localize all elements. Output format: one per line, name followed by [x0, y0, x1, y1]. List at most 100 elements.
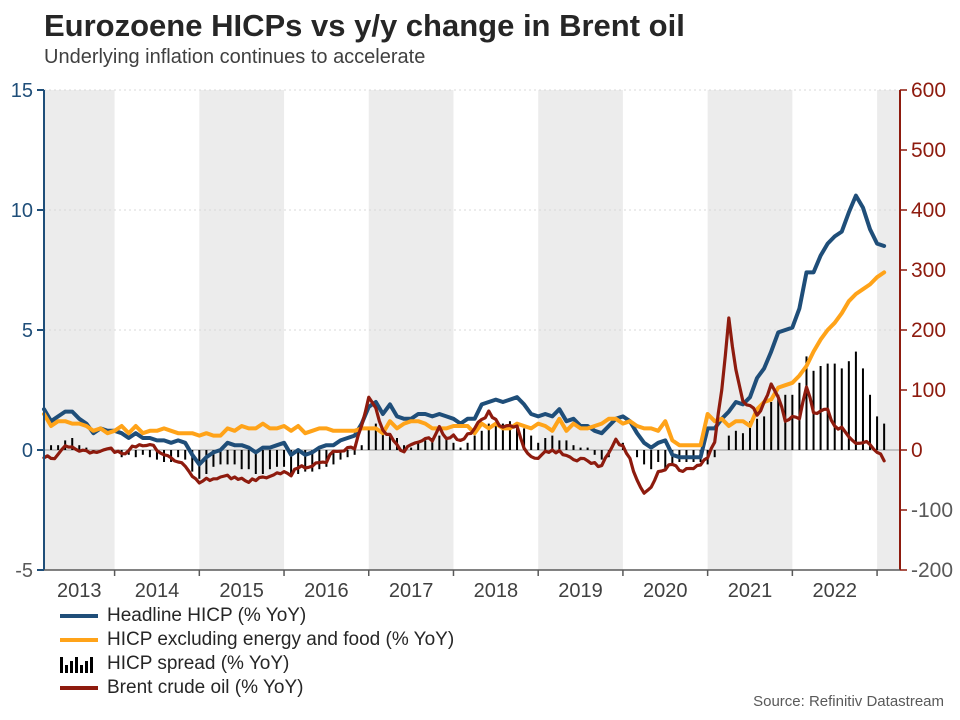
spread-bar: [339, 450, 342, 460]
spread-bar: [410, 447, 413, 450]
legend: Headline HICP (% YoY) HICP excluding ener…: [60, 604, 454, 700]
spread-bar: [770, 402, 773, 450]
spread-bar: [480, 430, 483, 450]
spread-bar: [219, 450, 222, 465]
spread-bar: [297, 450, 300, 474]
right-axis-label-0: 0: [911, 439, 923, 462]
x-axis-label-2013: 2013: [57, 580, 102, 602]
x-axis-label-2015: 2015: [219, 580, 264, 602]
spread-bar: [657, 450, 660, 462]
spread-bar: [261, 450, 264, 474]
core-hicp-line: [42, 270, 887, 448]
spread-bar: [177, 450, 180, 458]
spread-bar: [494, 426, 497, 450]
spread-bar: [586, 447, 589, 450]
spread-bar: [713, 450, 716, 458]
spread-bar: [579, 447, 582, 450]
spread-bar: [854, 351, 857, 450]
spread-bar: [819, 366, 822, 450]
spread-bar: [749, 421, 751, 450]
spread-bar: [325, 450, 328, 467]
x-axis-label-2018: 2018: [474, 580, 519, 602]
right-axis-label-400: 400: [911, 199, 946, 222]
spread-bar: [727, 435, 730, 450]
right-axis-label-200: 200: [911, 319, 946, 342]
spread-bar: [445, 438, 448, 450]
spread-bar: [833, 363, 836, 450]
spread-bar: [664, 450, 667, 470]
spread-bar: [381, 430, 384, 450]
left-axis-label-0: 0: [22, 440, 33, 462]
spread-bar: [530, 435, 533, 450]
spread-bar: [148, 450, 151, 458]
legend-label: HICP excluding energy and food (% YoY): [107, 629, 455, 650]
spread-bar: [643, 450, 646, 465]
line-swatch-icon: [60, 686, 100, 690]
spread-bar: [403, 445, 406, 450]
spread-bar: [71, 438, 74, 450]
spread-bar: [593, 450, 596, 455]
spread-bar: [283, 450, 286, 467]
spread-bar: [268, 450, 271, 470]
spread-bar: [565, 440, 568, 450]
source-text: Source: Refinitiv Datastream: [753, 693, 944, 710]
brent-oil-line: [42, 316, 886, 495]
spread-bar: [134, 450, 137, 458]
legend-item-1: HICP excluding energy and food (% YoY): [60, 628, 454, 652]
spread-bar: [487, 423, 490, 450]
right-axis-label--200: -200: [911, 559, 953, 582]
spread-bar: [85, 447, 88, 450]
legend-item-2: HICP spread (% YoY): [60, 652, 454, 676]
spread-bar: [233, 450, 236, 465]
spread-bar: [572, 445, 575, 450]
spread-bar: [226, 450, 229, 465]
legend-item-3: Brent crude oil (% YoY): [60, 676, 454, 700]
spread-bar: [304, 450, 307, 472]
spread-bar: [847, 361, 850, 450]
chart-title: Eurozoene HICPs vs y/y change in Brent o…: [44, 8, 685, 43]
legend-item-0: Headline HICP (% YoY): [60, 604, 454, 628]
spread-bar: [805, 356, 808, 450]
spread-bar: [290, 450, 293, 474]
spread-bar: [438, 435, 441, 450]
spread-bar: [741, 433, 744, 450]
spread-bar: [212, 450, 215, 467]
spread-bar: [78, 445, 81, 450]
spread-bar: [360, 445, 363, 450]
chart-subtitle: Underlying inflation continues to accele…: [44, 46, 426, 68]
spread-bar: [424, 440, 427, 450]
left-axis-label-5: 5: [22, 320, 33, 342]
spread-bar: [184, 450, 187, 460]
spread-bar: [57, 445, 60, 450]
x-axis-label-2014: 2014: [135, 580, 180, 602]
spread-bar: [763, 416, 766, 450]
spread-bars-icon: [60, 656, 100, 673]
x-axis-label-2016: 2016: [304, 580, 349, 602]
spread-bar: [417, 442, 420, 450]
spread-bar: [671, 450, 674, 465]
right-axis-label-600: 600: [911, 79, 946, 102]
spread-bar: [558, 440, 561, 450]
spread-bar: [431, 438, 434, 450]
spread-bar: [650, 450, 653, 470]
spread-bar: [141, 450, 144, 455]
spread-bar: [523, 428, 526, 450]
right-axis-label--100: -100: [911, 499, 953, 522]
x-axis-label-2017: 2017: [389, 580, 434, 602]
spread-bar: [600, 450, 603, 460]
spread-bar: [636, 450, 639, 458]
legend-label: Headline HICP (% YoY): [107, 605, 307, 626]
spread-bar: [50, 445, 53, 450]
spread-bar: [756, 418, 759, 450]
line-swatch-icon: [60, 614, 100, 618]
spread-bar: [353, 450, 356, 455]
legend-label: HICP spread (% YoY): [107, 653, 290, 674]
spread-bar: [537, 442, 540, 450]
spread-bar: [452, 442, 455, 450]
spread-bar: [861, 368, 864, 450]
spread-bar: [826, 363, 829, 450]
spread-bar: [473, 435, 476, 450]
line-swatch-icon: [60, 638, 100, 642]
spread-bar: [311, 450, 314, 472]
spread-bar: [374, 423, 377, 450]
